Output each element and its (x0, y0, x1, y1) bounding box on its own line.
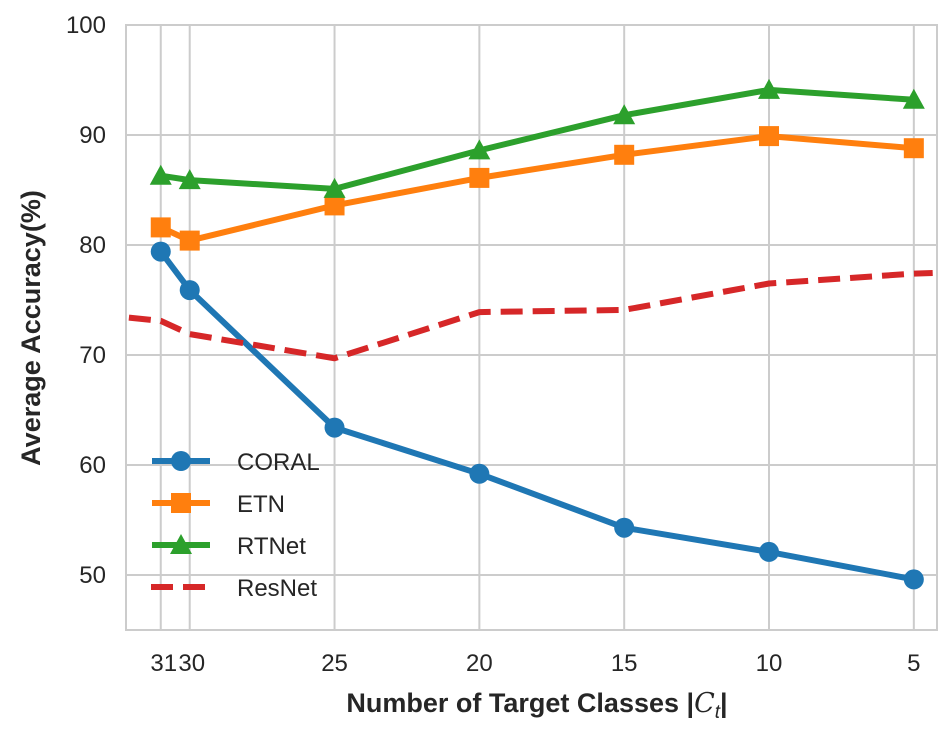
y-tick-label: 60 (79, 452, 106, 479)
legend-marker-coral (171, 451, 191, 471)
x-tick-label: 31 (150, 650, 177, 677)
y-axis-label: Average Accuracy(%) (16, 190, 46, 466)
series-line-resnet (128, 270, 933, 362)
x-tick-label: 20 (466, 650, 493, 677)
data-point-etn (759, 126, 780, 147)
series-coral (150, 241, 924, 590)
legend: CORAL ETN RTNet ResNet (151, 449, 320, 602)
y-tick-label: 100 (66, 12, 106, 39)
data-point-coral (324, 417, 345, 438)
x-tick-label: 30 (178, 650, 205, 677)
data-point-coral (614, 517, 635, 538)
legend-entry-etn: ETN (152, 491, 285, 518)
data-point-rtnet (758, 78, 781, 99)
data-point-etn (179, 230, 200, 251)
legend-label-etn: ETN (237, 491, 285, 518)
legend-entry-rtnet: RTNet (152, 533, 306, 560)
data-point-etn (324, 195, 345, 216)
data-point-rtnet (149, 164, 172, 185)
legend-marker-etn (171, 493, 191, 513)
legend-entry-coral: CORAL (152, 449, 320, 476)
data-point-rtnet (468, 139, 491, 160)
data-point-coral (179, 280, 200, 301)
y-tick-label: 50 (79, 562, 106, 589)
y-tick-label: 70 (79, 342, 106, 369)
plot-area-frame (125, 24, 938, 631)
data-point-coral (469, 463, 490, 484)
legend-entry-resnet: ResNet (151, 575, 317, 602)
data-point-rtnet (323, 177, 346, 198)
data-point-coral (759, 541, 780, 562)
x-tick-label: 15 (611, 650, 638, 677)
x-axis-label: Number of Target Classes |Ct| (346, 688, 727, 723)
x-tick-label: 5 (907, 650, 920, 677)
y-tick-label: 80 (79, 232, 106, 259)
data-point-etn (614, 144, 635, 165)
tick-labels: 31 30 25 20 15 10 5 50 60 70 80 90 100 (66, 12, 921, 677)
series-layer (128, 78, 933, 590)
x-tick-label: 10 (756, 650, 783, 677)
data-point-etn (903, 138, 924, 159)
data-point-rtnet (178, 169, 201, 190)
series-line-coral (157, 248, 917, 583)
series-resnet (128, 270, 933, 362)
data-point-etn (150, 217, 171, 238)
series-etn (150, 126, 924, 251)
data-point-coral (903, 569, 924, 590)
series-rtnet (149, 78, 925, 198)
legend-label-resnet: ResNet (237, 575, 317, 602)
legend-marker-rtnet (170, 534, 192, 554)
y-tick-label: 90 (79, 122, 106, 149)
data-point-rtnet (902, 88, 925, 109)
data-point-coral (150, 241, 171, 262)
series-line-etn (157, 133, 917, 244)
data-point-rtnet (613, 104, 636, 125)
data-point-etn (469, 167, 490, 188)
legend-label-rtnet: RTNet (237, 533, 306, 560)
legend-label-coral: CORAL (237, 449, 320, 476)
x-tick-label: 25 (321, 650, 348, 677)
